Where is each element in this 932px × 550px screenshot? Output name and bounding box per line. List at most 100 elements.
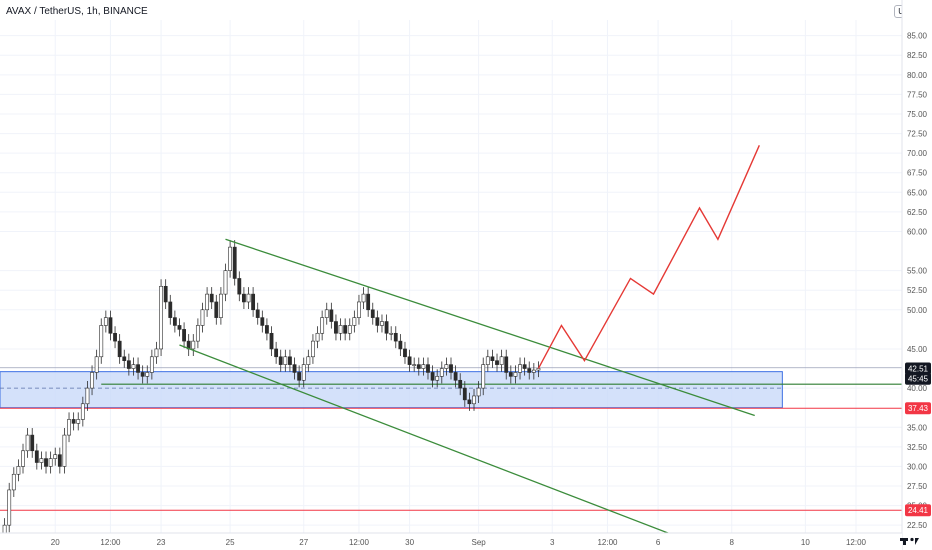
candle-body [462, 387, 467, 401]
price-tick-label: 77.50 [907, 90, 928, 99]
time-tick-label: 3 [550, 538, 555, 547]
candle-body [182, 329, 186, 342]
price-tick-label: 35.00 [907, 423, 928, 432]
candle-body [338, 325, 343, 334]
channel-lower-line [179, 344, 709, 550]
price-tick-label: 30.00 [907, 462, 928, 471]
price-tick-label: 55.00 [907, 267, 928, 276]
candle-body [172, 317, 177, 326]
candle-body [209, 293, 214, 303]
price-tick-label: 62.50 [907, 208, 928, 217]
candle-body [44, 458, 48, 467]
price-tick-label: 80.00 [907, 71, 928, 80]
candle-body [416, 364, 421, 369]
candle-body [99, 325, 104, 358]
price-tag [905, 402, 931, 415]
price-tag-label: 42.51 [908, 364, 929, 373]
price-tick-label: 75.00 [907, 110, 928, 119]
time-tick-label: 12:00 [349, 538, 370, 547]
price-tick-label: 50.00 [907, 306, 928, 315]
support-zone-rect [0, 371, 783, 409]
candle-body [21, 450, 25, 467]
candle-body [315, 332, 320, 342]
price-tick-label: 27.50 [907, 482, 928, 491]
candle-body [352, 317, 357, 326]
candle-body [94, 356, 99, 373]
candle-body [366, 293, 371, 311]
candle-body [122, 356, 127, 361]
candle-body [347, 325, 352, 334]
candle-body [430, 372, 435, 381]
candle-body [200, 309, 205, 326]
chart-title: AVAX / TetherUS, 1h, BINANCE [6, 6, 148, 17]
time-tick-label: 12:00 [100, 538, 121, 547]
candle-body [251, 293, 256, 311]
candle-body [398, 340, 403, 350]
candle-body [195, 325, 200, 342]
candle-body [154, 348, 159, 358]
time-tick-label: Sep [471, 538, 486, 547]
candle-body [241, 293, 246, 303]
candle-body [85, 387, 90, 405]
candle-body [421, 364, 426, 369]
candle-body [90, 372, 94, 389]
candle-body [191, 340, 196, 350]
time-tick-label: 25 [226, 538, 235, 547]
price-tick-label: 45.00 [907, 345, 928, 354]
candle-body [283, 356, 288, 365]
time-tick-label: 23 [157, 538, 166, 547]
candle-body [536, 368, 541, 371]
candle-body [113, 332, 117, 342]
price-tick-label: 52.50 [907, 286, 928, 295]
candle-body [126, 360, 131, 369]
price-tick-label: 32.50 [907, 443, 928, 452]
candle-body [2, 524, 7, 534]
candle-body [149, 356, 154, 373]
candle-body [343, 325, 348, 334]
candle-body [449, 364, 453, 373]
price-tick-label: 22.50 [907, 521, 928, 530]
candle-body [223, 270, 228, 295]
candle-body [274, 348, 279, 358]
candle-body [380, 321, 384, 326]
time-tick-label: 20 [51, 538, 60, 547]
candle-body [288, 356, 292, 365]
projection-line [537, 145, 760, 369]
candle-body [11, 473, 16, 491]
candle-body [218, 293, 223, 318]
candle-body [357, 301, 361, 318]
candle-body [214, 301, 219, 318]
candle-body [513, 372, 518, 377]
candle-body [495, 360, 499, 365]
candle-body [329, 309, 334, 322]
candle-body [439, 368, 444, 377]
candle-body [301, 364, 306, 381]
time-tick-label: 30 [405, 538, 414, 547]
candle-body [324, 309, 329, 318]
price-series [2, 240, 541, 541]
candle-body [481, 364, 486, 389]
candle-body [163, 285, 168, 303]
candle-body [458, 379, 463, 389]
candle-body [426, 364, 430, 373]
candle-body [232, 246, 237, 279]
candle-body [34, 450, 39, 463]
candle-body [228, 246, 233, 271]
candle-body [246, 293, 251, 303]
price-tag-label: 37.43 [908, 404, 929, 413]
price-tick-label: 60.00 [907, 227, 928, 236]
candle-body [508, 372, 513, 377]
price-tick-label: 85.00 [907, 32, 928, 41]
candle-body [117, 340, 122, 358]
candle-body [389, 332, 394, 335]
candle-body [159, 285, 163, 350]
candle-body [67, 419, 71, 436]
candle-body [490, 356, 495, 361]
candle-body [62, 434, 67, 467]
candle-body [237, 278, 242, 295]
candle-body [140, 372, 145, 377]
candle-body [407, 356, 412, 365]
price-tick-label: 72.50 [907, 130, 928, 139]
candle-body [205, 293, 210, 311]
